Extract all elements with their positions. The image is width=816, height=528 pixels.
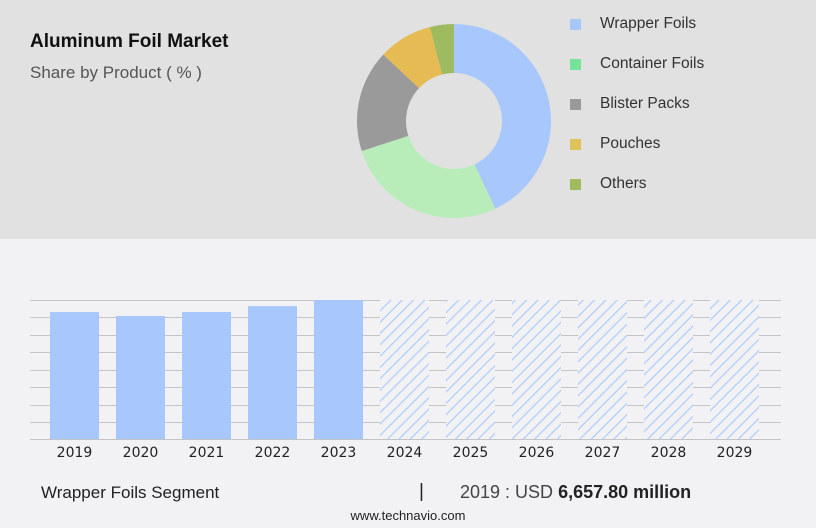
chart-subtitle: Share by Product ( % ) bbox=[30, 63, 202, 82]
legend-item-wrapper-foils: Wrapper Foils bbox=[570, 14, 696, 34]
bar-2019 bbox=[50, 312, 99, 439]
bar-2025 bbox=[446, 300, 495, 439]
segment-value-prefix: 2019 : USD bbox=[460, 482, 559, 502]
legend-swatch bbox=[570, 58, 581, 70]
donut-slice-pouches bbox=[383, 27, 443, 89]
bar-2028 bbox=[644, 300, 693, 439]
x-tick-label: 2022 bbox=[254, 445, 291, 461]
bar-2026 bbox=[512, 300, 561, 439]
segment-value-amount: 6,657.80 million bbox=[558, 482, 692, 502]
x-tick-label: 2027 bbox=[584, 445, 621, 461]
donut-slice-container-foils bbox=[361, 135, 496, 218]
x-tick-label: 2026 bbox=[518, 445, 555, 461]
legend-label: Blister Packs bbox=[600, 95, 690, 112]
legend-label: Others bbox=[600, 175, 647, 192]
x-tick-label: 2021 bbox=[188, 445, 225, 461]
legend-swatch bbox=[570, 138, 581, 150]
bar-2029 bbox=[710, 300, 759, 439]
segment-label: Wrapper Foils Segment bbox=[41, 483, 220, 502]
source-url: www.technavio.com bbox=[350, 508, 466, 523]
legend-swatch bbox=[570, 178, 581, 190]
legend-label: Container Foils bbox=[600, 55, 705, 72]
legend-swatch bbox=[570, 98, 581, 110]
bar-2020 bbox=[116, 316, 165, 439]
legend-label: Pouches bbox=[600, 135, 661, 152]
donut-slice-blister-packs bbox=[357, 54, 420, 151]
x-tick-label: 2019 bbox=[56, 445, 93, 461]
bar-2027 bbox=[578, 300, 627, 439]
legend-item-container-foils: Container Foils bbox=[570, 54, 704, 74]
bar-2022 bbox=[248, 306, 297, 439]
x-tick-label: 2028 bbox=[650, 445, 687, 461]
bar-2024 bbox=[380, 300, 429, 439]
donut-slice-others bbox=[429, 24, 454, 75]
x-tick-label: 2024 bbox=[386, 445, 423, 461]
x-tick-label: 2020 bbox=[122, 445, 159, 461]
chart-title: Aluminum Foil Market bbox=[30, 31, 229, 52]
donut-slice-wrapper-foils bbox=[454, 24, 551, 209]
donut-chart bbox=[357, 24, 551, 218]
x-tick-label: 2029 bbox=[716, 445, 753, 461]
legend-label: Wrapper Foils bbox=[600, 15, 697, 32]
legend-item-blister-packs: Blister Packs bbox=[570, 94, 690, 114]
x-tick-label: 2023 bbox=[320, 445, 357, 461]
bar-2023 bbox=[314, 300, 363, 439]
x-tick-label: 2025 bbox=[452, 445, 489, 461]
legend-swatch bbox=[570, 18, 581, 30]
legend-item-pouches: Pouches bbox=[570, 134, 660, 154]
legend-item-others: Others bbox=[570, 174, 647, 194]
segment-value: 2019 : USD 6,657.80 million bbox=[460, 482, 691, 503]
bar-2021 bbox=[182, 312, 231, 439]
footer-separator: | bbox=[419, 481, 424, 502]
